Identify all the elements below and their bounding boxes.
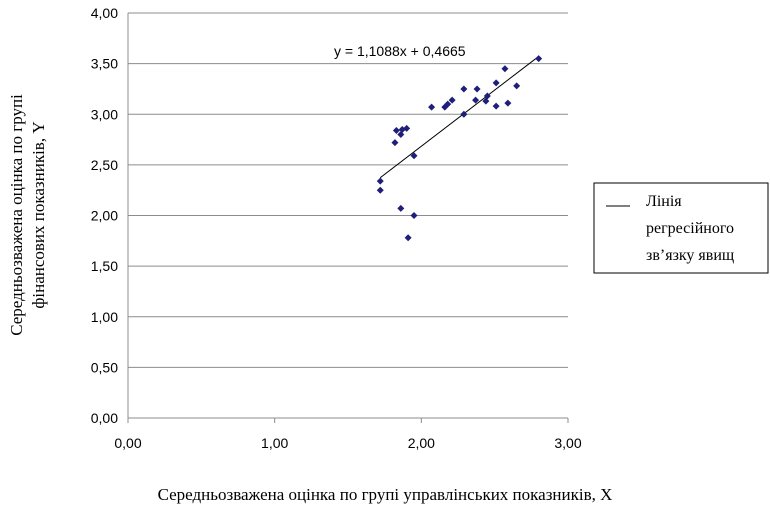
data-point: [391, 139, 399, 147]
data-point: [428, 103, 436, 111]
data-point: [448, 96, 456, 104]
legend-text-line-1: Лінія: [646, 193, 682, 210]
x-tick-label: 3,00: [554, 435, 581, 451]
y-tick-label: 3,00: [91, 106, 118, 122]
data-point: [460, 85, 468, 93]
data-point: [492, 79, 500, 87]
y-axis-title-line-1: Середньозважена оцінка по групі: [7, 94, 26, 336]
gridlines: [128, 12, 568, 368]
data-point: [492, 102, 500, 110]
data-point: [410, 152, 418, 160]
data-point: [482, 97, 490, 105]
y-tick-label: 4,00: [91, 5, 118, 21]
data-point: [403, 124, 411, 132]
data-point: [472, 96, 480, 104]
data-point: [444, 100, 452, 108]
data-point: [483, 92, 491, 100]
data-point: [501, 65, 509, 73]
data-point: [404, 234, 412, 242]
data-point: [376, 177, 384, 185]
x-tick-label: 1,00: [261, 435, 288, 451]
trendline: [379, 56, 539, 179]
x-axis-title: Середньозважена оцінка по групі управлін…: [158, 485, 613, 504]
x-tick-label: 0,00: [114, 435, 141, 451]
trendline-group: [379, 56, 539, 179]
legend-text-line-3: зв’язку явищ: [646, 247, 734, 264]
data-point: [376, 186, 384, 194]
trendline-equation: y = 1,1088x + 0,4665: [334, 43, 466, 59]
y-axis-title-line-2: фінансових показників, Y: [29, 121, 48, 308]
y-tick-label: 1,50: [91, 258, 118, 274]
axes: [127, 13, 569, 423]
x-tick-label: 2,00: [408, 435, 435, 451]
tick-labels: 0,00 0,50 1,00 1,50 2,00 2,50 3,00 3,50 4,00 0,00…: [91, 5, 582, 451]
legend: Лінія регресійного зв’язку явищ: [593, 182, 769, 274]
y-tick-label: 3,50: [91, 56, 118, 72]
y-axis-title: Середньозважена оцінка по групі фінансов…: [7, 94, 48, 336]
data-point: [392, 126, 400, 134]
data-point: [473, 85, 481, 93]
data-point: [513, 82, 521, 90]
data-points: [376, 55, 543, 242]
data-point: [410, 212, 418, 219]
data-point: [535, 55, 543, 63]
y-tick-label: 1,00: [91, 309, 118, 325]
data-point: [397, 204, 405, 212]
y-tick-label: 2,00: [91, 208, 118, 224]
data-point: [504, 99, 512, 107]
legend-text-line-2: регресійного: [646, 220, 734, 237]
data-point: [397, 131, 405, 138]
y-tick-label: 2,50: [91, 157, 118, 173]
y-tick-label: 0,50: [91, 359, 118, 375]
data-point: [460, 110, 468, 118]
y-tick-label: 0,00: [91, 410, 118, 426]
legend-box: [593, 182, 769, 274]
